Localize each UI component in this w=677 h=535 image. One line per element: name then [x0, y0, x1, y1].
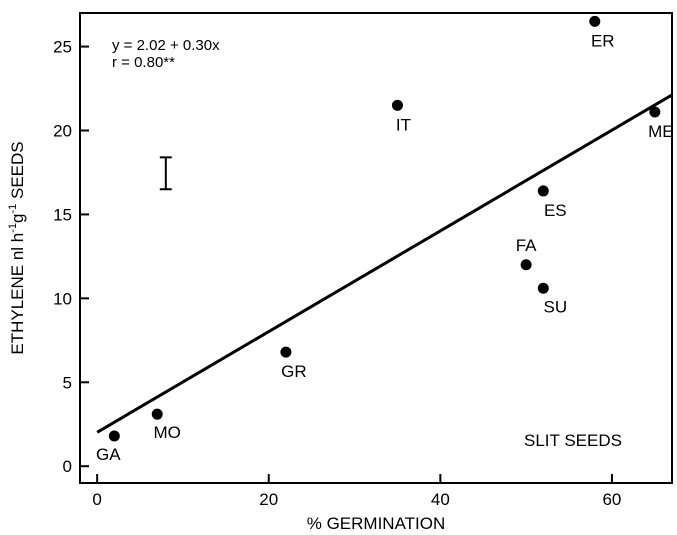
- x-tick-label: 0: [92, 490, 101, 509]
- y-axis-title: ETHYLENE nl h-1g-1 SEEDS: [7, 141, 27, 354]
- data-point-er: [589, 15, 601, 27]
- x-axis-ticks: 0 20 40 60: [92, 474, 621, 509]
- x-tick-label: 20: [259, 490, 278, 509]
- point-label-ga: GA: [96, 445, 121, 464]
- data-point-me: [649, 106, 661, 118]
- y-axis-title-mid: g: [8, 214, 27, 223]
- data-point-fa: [520, 259, 532, 271]
- point-label-er: ER: [591, 31, 615, 50]
- slit-seeds-annotation: SLIT SEEDS: [524, 431, 622, 450]
- plot-frame: [79, 12, 673, 484]
- x-axis-title: % GERMINATION: [307, 514, 446, 533]
- correlation-coefficient: r = 0.80**: [112, 54, 175, 71]
- error-bar: [159, 156, 172, 191]
- data-point-es: [537, 185, 549, 197]
- x-tick-label: 40: [431, 490, 450, 509]
- data-point-su: [537, 282, 549, 294]
- y-tick-label: 20: [53, 122, 72, 141]
- data-point-ga: [108, 430, 120, 442]
- data-point-mo: [151, 408, 163, 420]
- data-points: [108, 15, 661, 442]
- y-axis-title-exp1: -1: [7, 223, 19, 233]
- point-label-gr: GR: [281, 362, 307, 381]
- y-axis-title-end: SEEDS: [8, 141, 27, 203]
- point-label-me: ME: [648, 122, 674, 141]
- data-point-gr: [280, 346, 292, 358]
- y-tick-label: 5: [63, 373, 72, 392]
- y-axis-title-exp2: -1: [7, 204, 19, 214]
- y-tick-label: 15: [53, 205, 72, 224]
- point-label-es: ES: [544, 201, 567, 220]
- x-tick-label: 60: [602, 490, 621, 509]
- data-point-it: [391, 99, 403, 111]
- y-tick-label: 25: [53, 38, 72, 57]
- y-axis-ticks: 0 5 10 15 20 25: [53, 38, 89, 476]
- point-label-su: SU: [543, 297, 567, 316]
- regression-equation: y = 2.02 + 0.30x: [112, 37, 220, 54]
- y-tick-label: 0: [63, 457, 72, 476]
- point-label-fa: FA: [516, 236, 537, 255]
- y-tick-label: 10: [53, 289, 72, 308]
- regression-line: [96, 93, 673, 434]
- point-label-it: IT: [396, 115, 411, 134]
- point-labels: GA MO GR IT FA SU ES ER ME: [96, 31, 674, 464]
- y-axis-title-main: ETHYLENE nl h: [8, 233, 27, 355]
- point-label-mo: MO: [154, 423, 181, 442]
